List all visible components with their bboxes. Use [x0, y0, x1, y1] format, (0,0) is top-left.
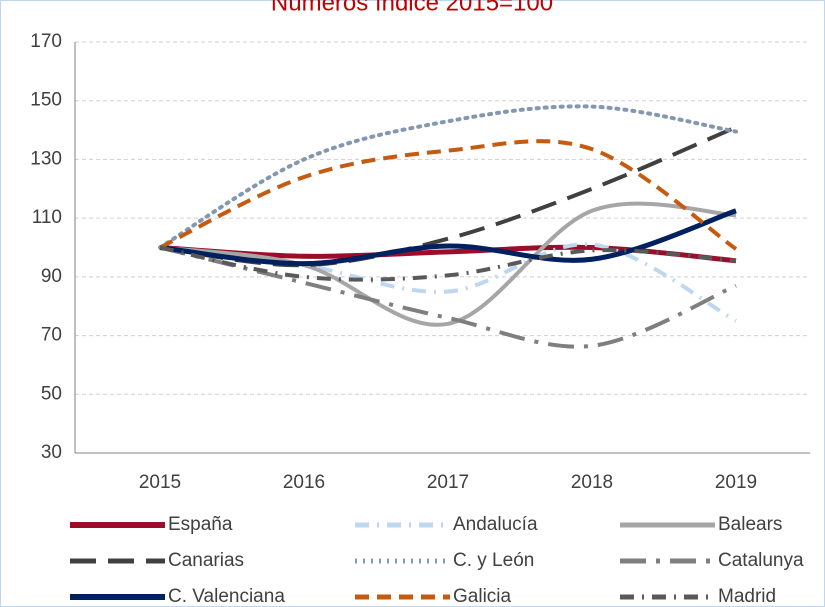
y-tick-label: 110	[32, 207, 62, 228]
legend-label: C. Valenciana	[168, 586, 285, 607]
legend-label: Balears	[718, 514, 782, 535]
x-tick-label: 2018	[571, 472, 613, 493]
y-tick-label: 90	[41, 266, 62, 287]
legend-label: Galicia	[453, 586, 512, 607]
legend-label: Andalucía	[453, 514, 538, 535]
legend-label: C. y León	[453, 550, 534, 571]
series-line	[159, 201, 737, 327]
x-tick-label: 2016	[283, 472, 325, 493]
series-line	[159, 139, 738, 251]
series-line	[158, 104, 738, 250]
series-line	[159, 208, 737, 267]
series-line	[159, 245, 737, 282]
chart-title: Números índice 2015=100	[271, 0, 553, 16]
series-line	[159, 242, 737, 323]
legend-label: España	[168, 514, 233, 535]
y-tick-label: 170	[30, 31, 62, 52]
y-tick-label: 70	[41, 325, 62, 346]
y-tick-label: 30	[41, 442, 62, 463]
y-tick-label: 50	[41, 383, 62, 404]
legend-label: Madrid	[718, 586, 776, 607]
legend-label: Catalunya	[718, 550, 804, 571]
y-tick-label: 150	[30, 90, 62, 111]
x-tick-label: 2019	[715, 472, 757, 493]
x-tick-label: 2017	[427, 472, 469, 493]
legend-label: Canarias	[168, 550, 244, 571]
y-tick-label: 130	[30, 148, 62, 169]
x-tick-label: 2015	[139, 472, 181, 493]
